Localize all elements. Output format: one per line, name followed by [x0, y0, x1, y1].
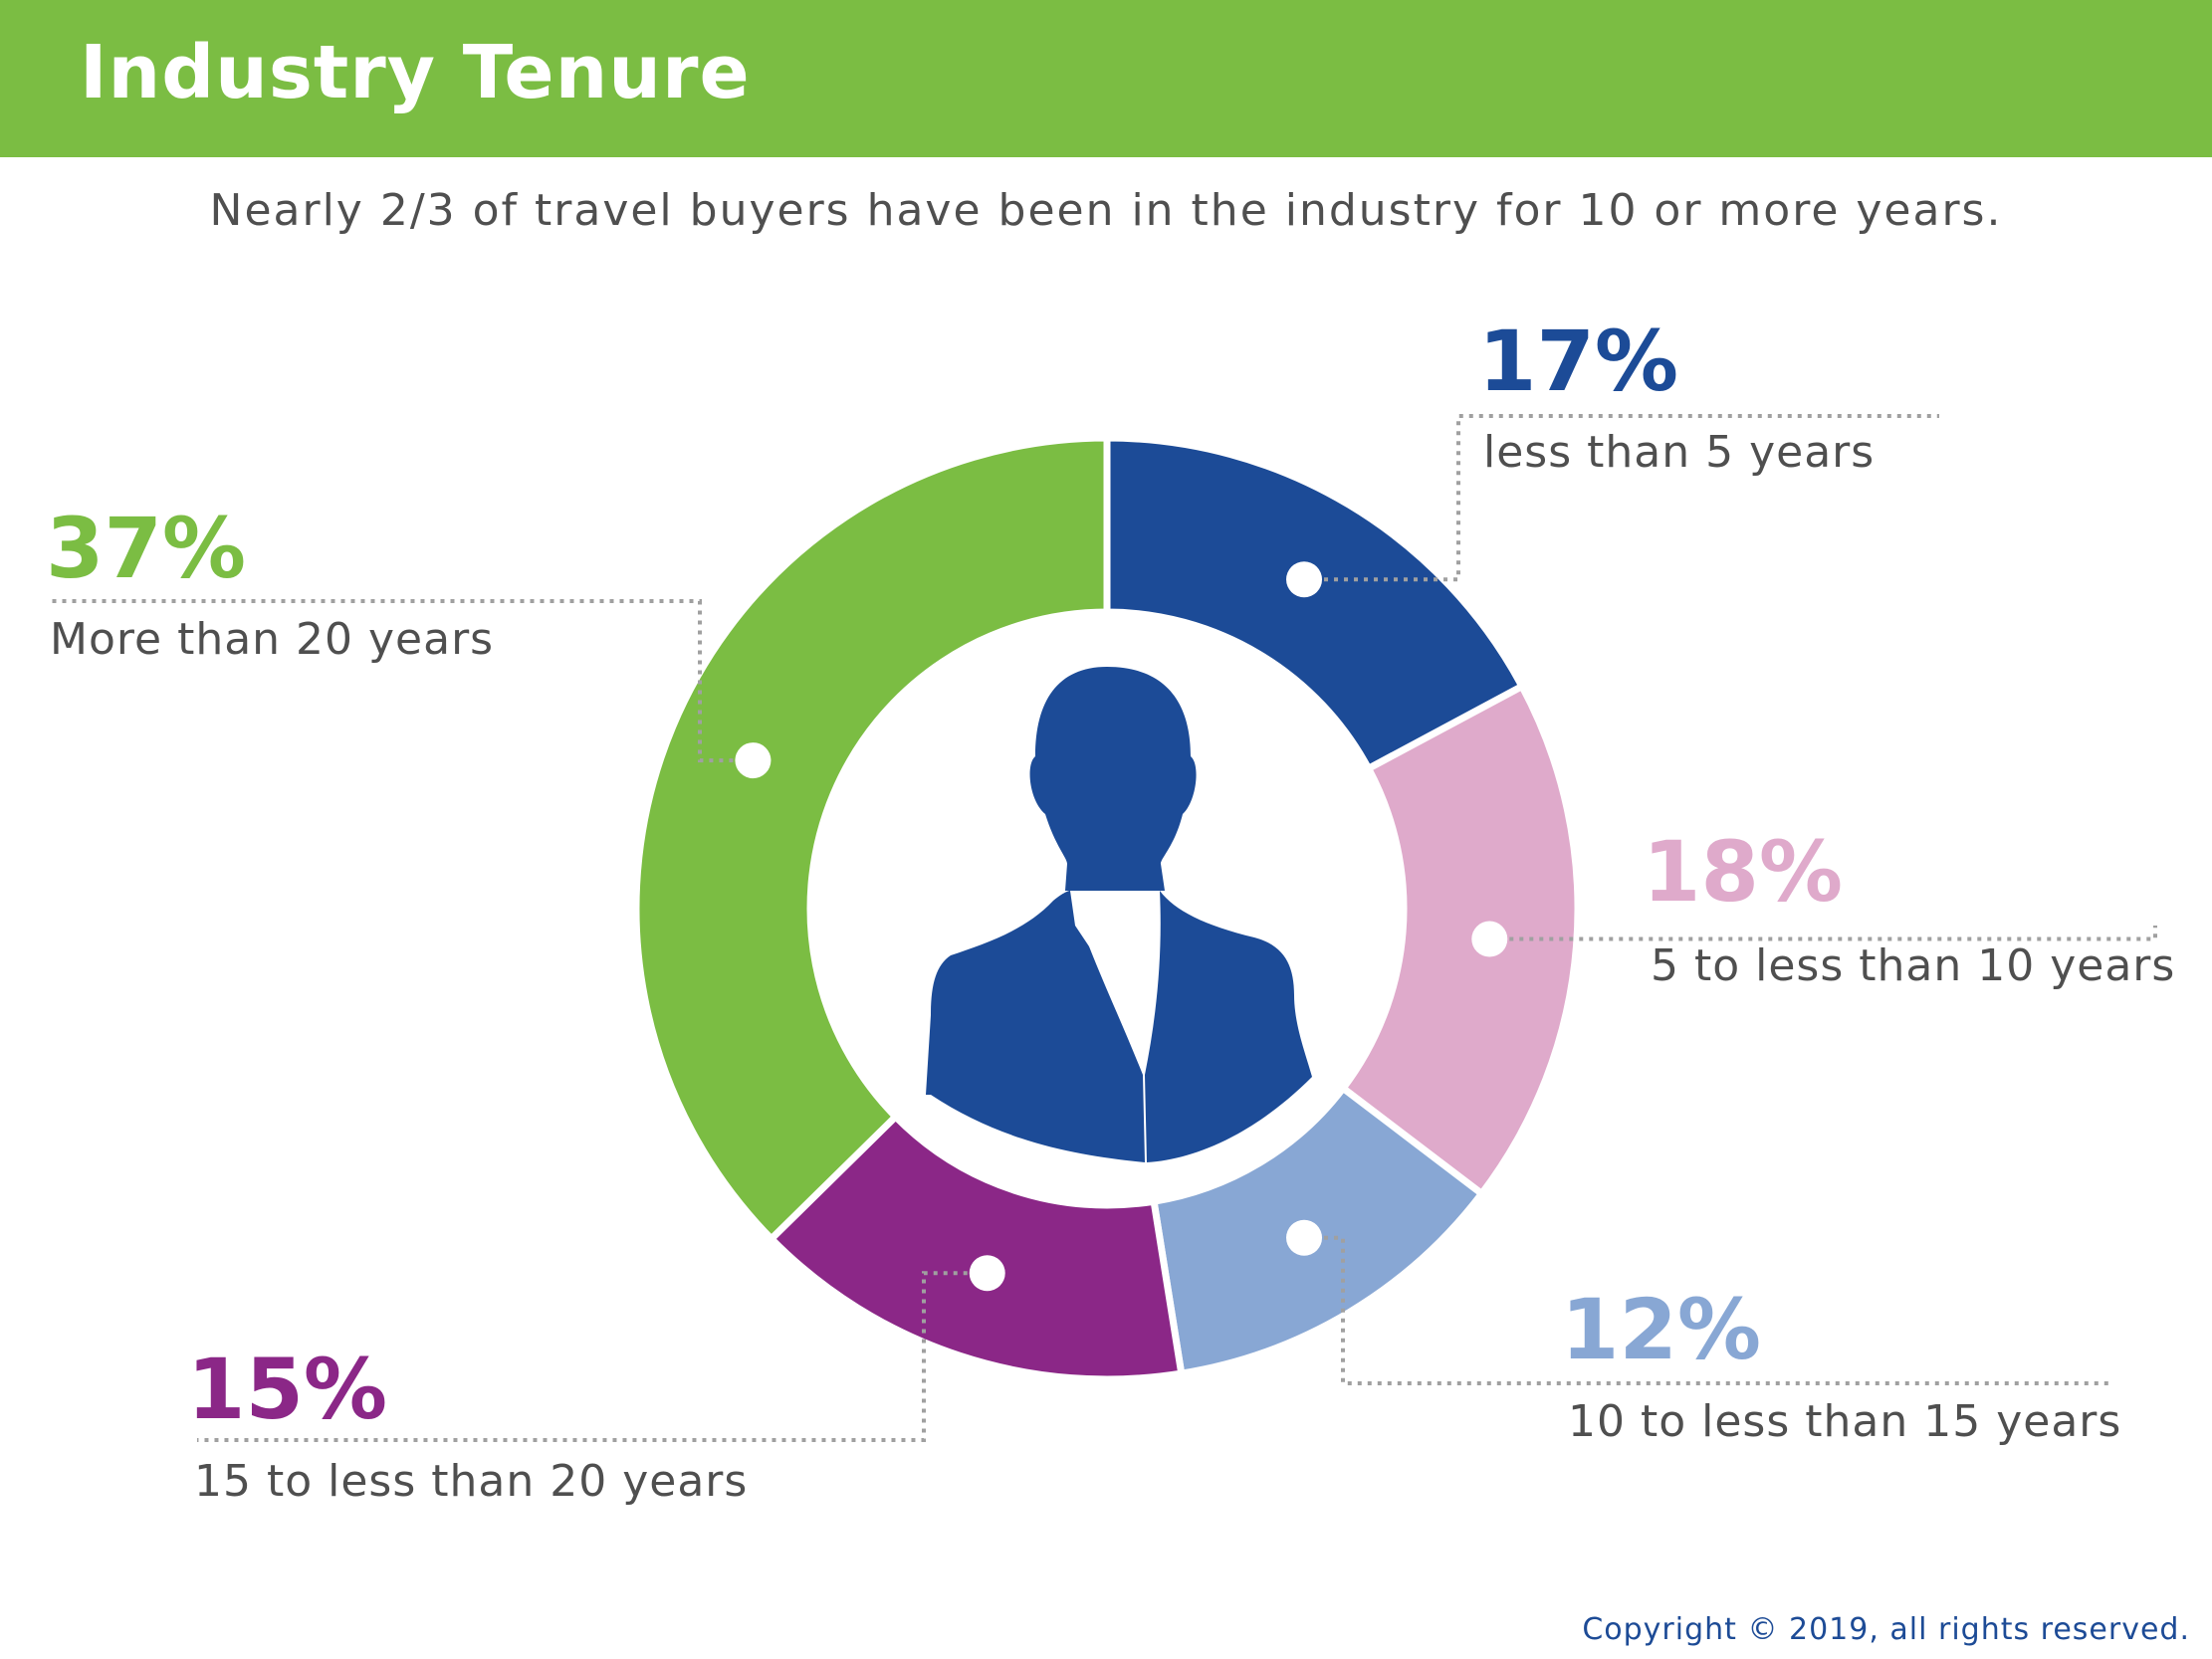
- value-label: 15%: [187, 1341, 387, 1438]
- donut-slice: [632, 434, 1111, 1244]
- callout-dot: [1471, 921, 1508, 957]
- category-label: 5 to less than 10 years: [1651, 940, 2175, 991]
- callout-line: [197, 1271, 988, 1442]
- value-label: 17%: [1478, 312, 1678, 410]
- callout-line: [52, 599, 754, 763]
- chart-subtitle: Nearly 2/3 of travel buyers have been in…: [209, 185, 2003, 236]
- callout-dot: [1286, 1219, 1323, 1256]
- callout-dot: [969, 1255, 1005, 1292]
- copyright-notice: Copyright © 2019, all rights reserved.: [1582, 1612, 2190, 1647]
- category-label: 10 to less than 15 years: [1568, 1396, 2121, 1447]
- callout-dot: [1286, 561, 1323, 598]
- value-label: 37%: [46, 500, 246, 597]
- donut-slice: [1338, 681, 1582, 1199]
- donut-slice: [766, 1112, 1186, 1383]
- value-label: 12%: [1561, 1281, 1761, 1378]
- businessperson-silhouette-icon: [926, 667, 1312, 1162]
- value-label: 18%: [1643, 823, 1843, 921]
- callout-line: [1304, 414, 1939, 582]
- callout-line: [1489, 926, 2157, 941]
- callout-line: [1304, 1235, 2108, 1385]
- callout-dot: [735, 742, 772, 779]
- page-title: Industry Tenure: [80, 30, 751, 115]
- header-bar: Industry Tenure: [0, 0, 2212, 157]
- category-label: 15 to less than 20 years: [194, 1456, 748, 1507]
- category-label: More than 20 years: [50, 614, 494, 665]
- category-label: less than 5 years: [1483, 427, 1875, 478]
- donut-slice: [1103, 434, 1527, 774]
